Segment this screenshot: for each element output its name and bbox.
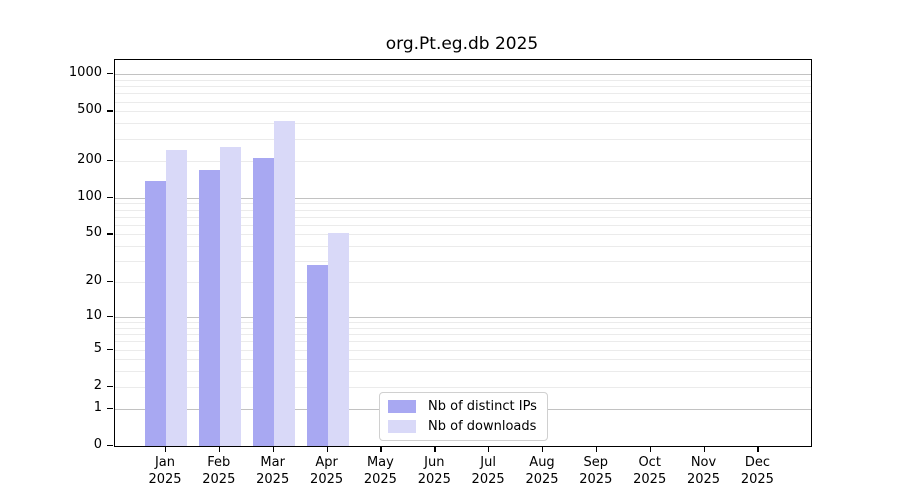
legend: Nb of distinct IPs Nb of downloads [379, 392, 548, 441]
gridline-9 [115, 322, 811, 324]
y-tick-label-5: 5 [93, 340, 102, 356]
legend-swatch-downloads-icon [388, 420, 416, 433]
bar-distinct-ips-feb [198, 170, 220, 446]
gridline-20 [115, 282, 811, 284]
x-tick-feb [218, 446, 221, 452]
x-tick-label-apr: Apr 2025 [310, 455, 344, 487]
gridline-4 [115, 359, 811, 361]
gridline-70 [115, 216, 811, 218]
x-tick-may [380, 446, 382, 452]
y-tick-label-50: 50 [85, 225, 102, 241]
gridline-200 [115, 160, 811, 162]
gridline-10 [115, 316, 811, 318]
gridline-80 [115, 209, 811, 211]
x-tick-jul [488, 446, 490, 452]
y-tick-label-0: 0 [93, 437, 102, 452]
gridline-600 [115, 101, 811, 103]
x-tick-label-sep: Sep 2025 [579, 455, 613, 487]
gridline-90 [115, 203, 811, 205]
bar-distinct-ips-apr [306, 264, 328, 446]
y-tick-1 [107, 407, 113, 409]
x-tick-label-may: May 2025 [363, 455, 397, 487]
gridline-1000 [115, 74, 811, 76]
gridline-30 [115, 261, 811, 263]
y-tick-label-1: 1 [93, 399, 102, 415]
gridline-800 [115, 86, 811, 88]
x-tick-label-jun: Jun 2025 [417, 455, 451, 487]
gridline-50 [115, 234, 811, 236]
x-tick-sep [595, 446, 598, 452]
x-tick-aug [542, 446, 544, 452]
gridline-40 [115, 246, 811, 248]
gridline-60 [115, 224, 811, 226]
plot-area [114, 59, 812, 447]
x-tick-label-mar: Mar 2025 [256, 455, 290, 487]
y-tick-200 [107, 159, 113, 161]
y-tick-2 [107, 385, 113, 388]
x-tick-label-aug: Aug 2025 [525, 455, 559, 487]
bar-downloads-apr [327, 233, 349, 446]
x-tick-dec [757, 446, 759, 452]
x-tick-mar [272, 446, 274, 452]
y-tick-label-10: 10 [85, 307, 102, 323]
y-tick-label-500: 500 [77, 102, 102, 118]
gridline-100 [115, 197, 811, 199]
y-tick-5 [107, 348, 113, 350]
legend-label-distinct-ips: Nb of distinct IPs [428, 399, 537, 414]
x-tick-oct [649, 446, 651, 452]
gridline-900 [115, 79, 811, 81]
gridline-300 [115, 138, 811, 140]
x-tick-apr [326, 446, 328, 452]
legend-swatch-distinct-ips-icon [388, 400, 416, 413]
gridline-400 [115, 123, 811, 125]
legend-row-downloads: Nb of downloads [388, 419, 537, 434]
bar-distinct-ips-mar [252, 158, 274, 446]
y-tick-label-200: 200 [77, 151, 102, 167]
gridline-500 [115, 111, 811, 113]
y-tick-label-20: 20 [85, 273, 102, 289]
x-tick-label-feb: Feb 2025 [202, 455, 236, 487]
gridline-6 [115, 341, 811, 343]
gridline-5 [115, 349, 811, 351]
x-tick-label-jan: Jan 2025 [148, 455, 182, 487]
legend-label-downloads: Nb of downloads [428, 419, 537, 434]
y-tick-100 [107, 196, 113, 198]
y-tick-label-2: 2 [93, 377, 102, 393]
y-tick-0 [107, 445, 113, 447]
y-tick-20 [107, 281, 113, 283]
x-tick-jan [165, 446, 167, 452]
gridline-7 [115, 334, 811, 336]
bar-downloads-feb [219, 146, 241, 446]
gridline-2 [115, 386, 811, 388]
x-tick-jun [434, 446, 436, 452]
gridline-8 [115, 327, 811, 329]
x-tick-nov [703, 446, 705, 452]
y-tick-50 [107, 233, 113, 235]
x-tick-label-jul: Jul 2025 [471, 455, 505, 487]
x-tick-label-nov: Nov 2025 [686, 455, 721, 487]
x-tick-label-dec: Dec 2025 [740, 455, 774, 487]
x-tick-label-oct: Oct 2025 [633, 455, 667, 487]
bar-downloads-mar [273, 120, 295, 446]
bar-distinct-ips-jan [145, 181, 166, 446]
y-tick-label-100: 100 [77, 188, 102, 204]
gridline-3 [115, 371, 811, 373]
y-tick-500 [107, 110, 113, 112]
y-tick-label-1000: 1000 [68, 65, 102, 81]
y-tick-10 [107, 315, 113, 318]
gridline-700 [115, 93, 811, 95]
y-tick-1000 [107, 73, 113, 75]
chart-title: org.Pt.eg.db 2025 [385, 34, 539, 54]
bar-downloads-jan [166, 149, 187, 446]
legend-row-distinct-ips: Nb of distinct IPs [388, 399, 537, 414]
